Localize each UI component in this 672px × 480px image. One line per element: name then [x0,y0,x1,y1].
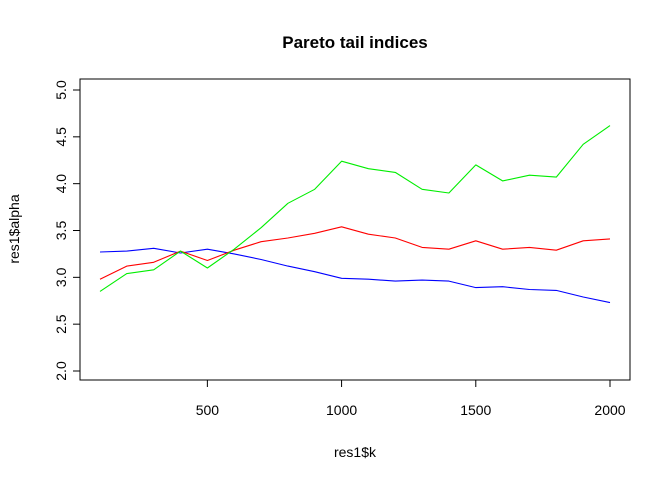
x-axis-label: res1$k [334,444,377,460]
y-axis-label: res1$alpha [6,194,22,263]
series-line-2 [99,226,611,280]
y-tick-label: 4.0 [53,174,69,194]
plot-frame [79,78,631,381]
x-tick-label: 1000 [326,402,357,418]
series-layer [99,125,611,304]
series-line-1 [99,247,611,304]
y-tick-label: 4.5 [53,127,69,147]
x-tick-label: 2000 [594,402,625,418]
y-tick-label: 5.0 [53,80,69,100]
y-tick-label: 2.5 [53,314,69,334]
y-tick-label: 3.5 [53,221,69,241]
x-axis: 500 1000 1500 2000 [196,379,626,418]
x-tick-label: 1500 [460,402,491,418]
y-tick-label: 3.0 [53,267,69,287]
series-line-3 [99,125,611,292]
x-tick-label: 500 [196,402,220,418]
chart-title: Pareto tail indices [282,33,428,52]
y-axis: 2.0 2.5 3.0 3.5 4.0 4.5 5.0 [53,80,81,381]
y-tick-label: 2.0 [53,361,69,381]
